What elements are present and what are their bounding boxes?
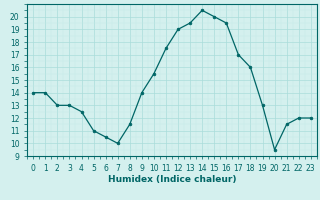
X-axis label: Humidex (Indice chaleur): Humidex (Indice chaleur) bbox=[108, 175, 236, 184]
